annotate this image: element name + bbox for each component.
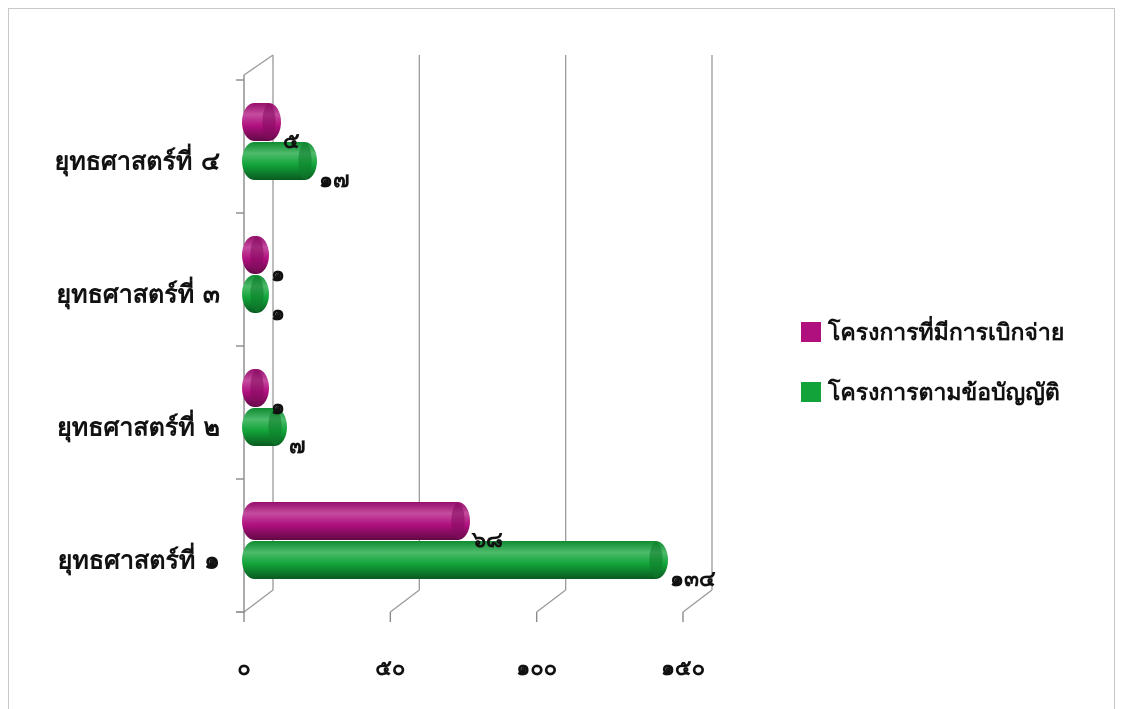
data-label: ๑ [271, 301, 285, 326]
data-label: ๑ [271, 395, 285, 420]
bar-end-cap [250, 275, 264, 313]
bar-body [242, 502, 470, 540]
bars [242, 103, 668, 579]
bar [242, 541, 668, 579]
floor-line-150 [682, 589, 713, 613]
data-label: ๗ [289, 434, 306, 459]
bar-end-cap [262, 103, 276, 141]
bar-end-cap [268, 408, 282, 446]
bar [242, 408, 287, 446]
category-label: ยุทธศาสตร์ที่ ๔ [55, 144, 220, 178]
bar-end-cap [451, 502, 465, 540]
bar [242, 502, 470, 540]
bar-body [242, 142, 317, 180]
data-label: ๖๘ [471, 528, 503, 553]
data-label: ๑๗ [319, 168, 350, 193]
legend-label: โครงการที่มีการเบิกจ่าย [827, 315, 1064, 346]
x-tick-label: ๑๐๐ [516, 656, 557, 681]
legend-swatch [801, 322, 821, 342]
bar-end-cap [250, 236, 264, 274]
floor-line-100 [536, 589, 567, 613]
data-label: ๑ [271, 262, 285, 287]
bar [242, 275, 269, 313]
category-label: ยุทธศาสตร์ที่ ๒ [57, 410, 220, 444]
data-label: ๕ [283, 129, 300, 154]
legend-label: โครงการตามข้อบัญญัติ [827, 378, 1060, 406]
bar-end-cap [250, 369, 264, 407]
bar-end-cap [649, 541, 663, 579]
bar [242, 103, 281, 141]
bar [242, 236, 269, 274]
x-tick-label: ๐ [237, 656, 250, 681]
legend-swatch [801, 382, 821, 402]
bar-body [242, 541, 668, 579]
chart-frame [8, 8, 1115, 709]
category-label: ยุทธศาสตร์ที่ ๑ [58, 543, 220, 577]
side-wall-edge [243, 54, 274, 76]
x-tick-label: ๕๐ [375, 656, 405, 681]
bar [242, 369, 269, 407]
data-label: ๑๓๔ [670, 567, 716, 592]
x-tick-label: ๑๕๐ [661, 656, 705, 681]
bar-end-cap [298, 142, 312, 180]
bar [242, 142, 317, 180]
legend: โครงการที่มีการเบิกจ่ายโครงการตามข้อบัญญ… [801, 315, 1064, 406]
floor-line-50 [389, 589, 420, 613]
floor-line-0 [243, 589, 274, 613]
category-label: ยุทธศาสตร์ที่ ๓ [57, 277, 221, 311]
